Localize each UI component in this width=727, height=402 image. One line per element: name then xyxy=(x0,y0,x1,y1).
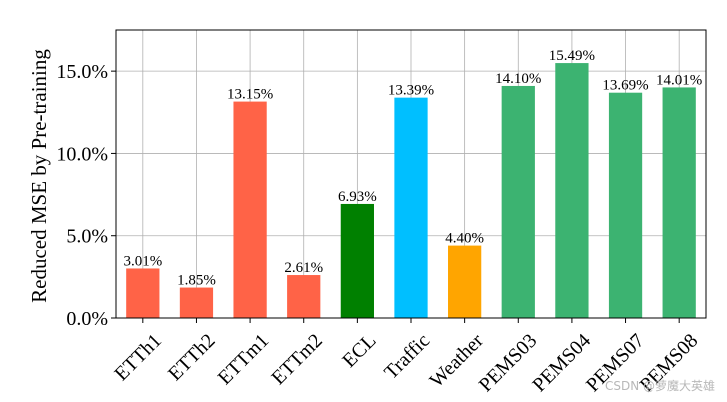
bar-value-label: 1.85% xyxy=(177,273,216,289)
bar xyxy=(448,245,482,318)
y-tick-label: 10.0% xyxy=(56,143,108,165)
bar-value-label: 13.69% xyxy=(602,78,648,94)
value-labels: 3.01% 1.85% 13.15% 2.61% 6.93% 13.39% 4.40% 14.… xyxy=(123,48,702,288)
bar xyxy=(179,287,214,318)
bar-value-label: 13.15% xyxy=(227,87,273,103)
bar-value-label: 14.01% xyxy=(656,72,702,88)
x-tick-label: PEMS04 xyxy=(528,330,595,397)
y-tick-label: 5.0% xyxy=(66,226,108,248)
bars xyxy=(126,63,696,319)
x-tick-label: ETTm1 xyxy=(214,330,274,390)
bar xyxy=(233,101,267,319)
bar-value-label: 13.39% xyxy=(388,83,434,99)
bar xyxy=(340,203,374,318)
bar xyxy=(287,275,321,318)
bar-value-label: 6.93% xyxy=(338,189,377,205)
y-axis-label: Reduced MSE by Pre-training xyxy=(27,49,51,303)
bar xyxy=(555,63,589,318)
bar-value-label: 3.01% xyxy=(123,253,162,269)
bar xyxy=(126,268,160,318)
bar xyxy=(608,92,643,318)
bar xyxy=(662,87,696,318)
x-tick-label: ECL xyxy=(338,330,380,372)
bar-value-label: 2.61% xyxy=(284,260,323,276)
x-tick-label: ETTh1 xyxy=(110,330,166,386)
y-tick-label: 15.0% xyxy=(56,61,108,83)
x-tick-label: ETTh2 xyxy=(164,330,220,386)
bar xyxy=(501,85,535,318)
bar xyxy=(394,97,428,318)
y-axis-ticks: 0.0% 5.0% 10.0% 15.0% xyxy=(56,61,116,330)
watermark: CSDN @萝魔大英雄 xyxy=(604,379,715,393)
bar-value-label: 4.40% xyxy=(445,231,484,247)
y-tick-label: 0.0% xyxy=(66,308,108,330)
bar-value-label: 14.10% xyxy=(495,71,541,87)
x-tick-label: PEMS03 xyxy=(475,330,542,397)
bar-value-label: 15.49% xyxy=(549,48,595,64)
x-tick-label: ETTm2 xyxy=(267,330,327,390)
